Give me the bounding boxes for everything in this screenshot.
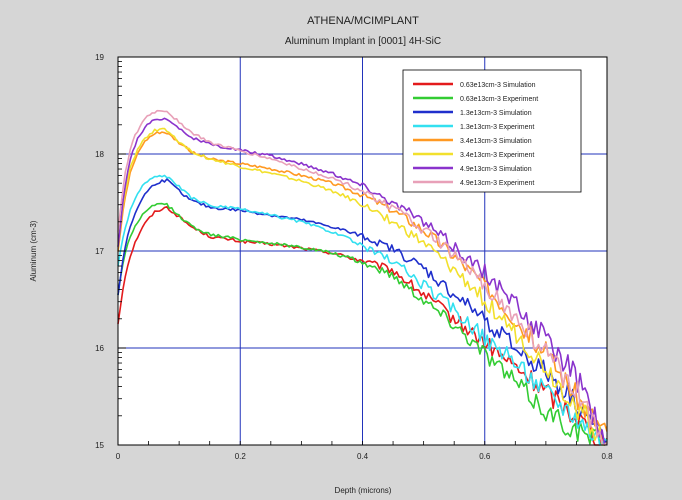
legend: 0.63e13cm-3 Simulation 0.63e13cm-3 Experi…	[402, 69, 582, 193]
legend-label: 0.63e13cm-3 Simulation	[460, 82, 536, 89]
x-axis-label: Depth (microns)	[335, 486, 392, 495]
y-tick-label: 17	[95, 247, 104, 256]
x-tick-label: 0.8	[601, 452, 613, 461]
x-tick-label: 0	[116, 452, 121, 461]
legend-label: 1.3e13cm-3 Experiment	[460, 124, 534, 131]
legend-label: 4.9e13cm-3 Experiment	[460, 180, 534, 187]
chart-subtitle: Aluminum Implant in [0001] 4H-SiC	[285, 36, 441, 47]
y-tick-label: 16	[95, 344, 104, 353]
legend-label: 1.3e13cm-3 Simulation	[460, 110, 532, 117]
y-tick-label: 18	[95, 150, 104, 159]
legend-label: 3.4e13cm-3 Simulation	[460, 138, 532, 145]
x-tick-label: 0.2	[235, 452, 247, 461]
legend-label: 3.4e13cm-3 Experiment	[460, 152, 534, 159]
y-tick-label: 15	[95, 441, 104, 450]
legend-box	[402, 69, 582, 193]
series-line	[117, 109, 608, 446]
chart-title: ATHENA/MCIMPLANT	[307, 15, 419, 27]
series-line	[117, 202, 608, 446]
legend-label: 0.63e13cm-3 Experiment	[460, 96, 538, 103]
series-line	[117, 174, 608, 446]
x-tick-label: 0.6	[479, 452, 491, 461]
series-line	[117, 127, 608, 446]
legend-label: 4.9e13cm-3 Simulation	[460, 166, 532, 173]
series-line	[117, 178, 608, 444]
y-tick-label: 19	[95, 53, 104, 62]
x-tick-label: 0.4	[357, 452, 369, 461]
y-axis-label: Aluminum (cm-3)	[29, 220, 38, 281]
axis-ticks: 0 0.2 0.4 0.6 0.8 15 16 17 18 19	[95, 53, 613, 461]
series-line	[117, 117, 608, 446]
series-lines	[117, 109, 608, 446]
